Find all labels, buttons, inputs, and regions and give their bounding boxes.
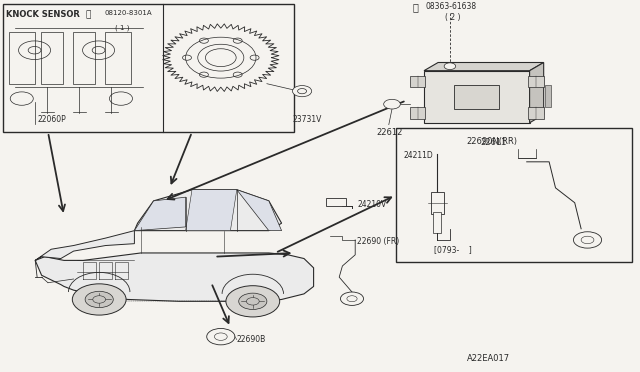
Text: Ⓢ: Ⓢ (413, 2, 419, 12)
Circle shape (292, 86, 312, 97)
Circle shape (226, 286, 280, 317)
Text: ( 2 ): ( 2 ) (445, 13, 460, 22)
Polygon shape (424, 71, 530, 123)
Text: Ⓑ: Ⓑ (86, 10, 91, 19)
Text: 23731V: 23731V (292, 115, 322, 124)
Circle shape (207, 328, 235, 345)
Text: [0793-    ]: [0793- ] (434, 245, 472, 254)
Circle shape (340, 292, 364, 305)
Bar (3, 4, 294, 132)
Text: A22EA017: A22EA017 (467, 354, 510, 363)
Circle shape (239, 293, 267, 310)
Polygon shape (134, 190, 282, 231)
Bar (105, 32, 131, 84)
Circle shape (10, 92, 33, 105)
Polygon shape (134, 197, 186, 231)
Polygon shape (35, 253, 314, 301)
Text: 22690N(RR): 22690N(RR) (467, 137, 518, 145)
Bar (410, 76, 425, 87)
Circle shape (72, 284, 126, 315)
Bar (431, 192, 444, 214)
Circle shape (85, 291, 113, 308)
Bar (41, 32, 63, 84)
Polygon shape (545, 85, 552, 107)
Text: 24210V: 24210V (357, 200, 387, 209)
Text: 08363-61638: 08363-61638 (426, 2, 477, 11)
Text: 22612: 22612 (376, 128, 403, 137)
Bar (529, 107, 544, 119)
Bar (9, 32, 35, 84)
Text: 22690B: 22690B (237, 335, 266, 344)
Polygon shape (35, 231, 134, 260)
Circle shape (246, 298, 259, 305)
Text: 24211D: 24211D (403, 151, 433, 160)
Circle shape (444, 63, 456, 70)
Bar (73, 32, 95, 84)
Polygon shape (424, 62, 544, 71)
Polygon shape (237, 190, 282, 231)
Circle shape (109, 92, 132, 105)
Text: 22060P: 22060P (38, 115, 67, 124)
Text: 22690 (FR): 22690 (FR) (357, 237, 399, 246)
Bar (433, 212, 441, 232)
Circle shape (573, 232, 602, 248)
Text: 22611: 22611 (480, 138, 506, 147)
Bar (326, 198, 346, 206)
Polygon shape (186, 190, 237, 231)
Bar (396, 128, 632, 262)
Bar (454, 84, 499, 109)
Circle shape (383, 99, 401, 109)
Text: ( 1 ): ( 1 ) (115, 24, 129, 31)
Bar (410, 107, 425, 119)
Text: KNOCK SENSOR: KNOCK SENSOR (6, 10, 79, 19)
Bar (529, 76, 544, 87)
Polygon shape (530, 62, 544, 123)
Text: 08120-8301A: 08120-8301A (105, 10, 152, 16)
Circle shape (93, 296, 106, 303)
